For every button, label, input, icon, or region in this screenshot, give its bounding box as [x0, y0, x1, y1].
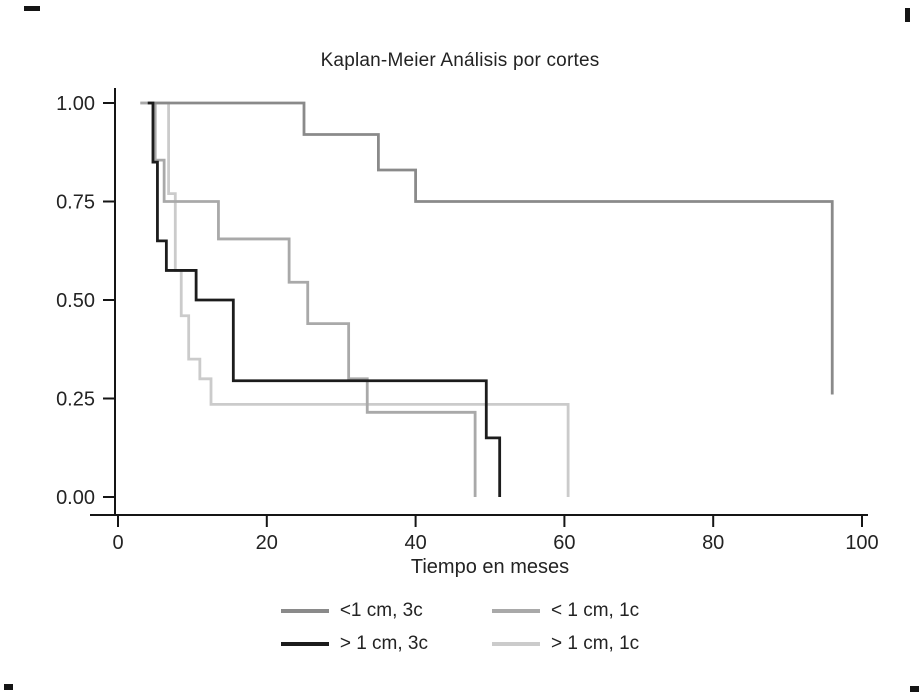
- series-line-1: [147, 101, 834, 395]
- y-tick-label: 0.25: [56, 389, 95, 411]
- series-line-4: [140, 101, 570, 497]
- legend-item-2: < 1 cm, 1c: [492, 600, 639, 622]
- legend-swatch: [492, 609, 540, 613]
- x-tick-label: 20: [256, 532, 278, 554]
- plot-area: 1.00 0.75 0.50 0.25 0.00 0 20 40 60 80 100: [56, 88, 879, 554]
- x-tick-label: 100: [845, 532, 878, 554]
- legend: <1 cm, 3c < 1 cm, 1c > 1 cm, 3c > 1 cm, 1c: [0, 600, 920, 655]
- crop-mark-bottom-left: [4, 684, 13, 690]
- legend-item-4: > 1 cm, 1c: [492, 633, 639, 655]
- chart-title: Kaplan-Meier Análisis por cortes: [320, 50, 600, 71]
- series-line-3: [147, 101, 502, 497]
- x-axis-label: Tiempo en meses: [410, 556, 570, 578]
- axis-tick-labels: 1.00 0.75 0.50 0.25 0.00 0 20 40 60 80 100: [56, 93, 879, 554]
- series-line-2: [140, 101, 477, 497]
- y-tick-label: 1.00: [56, 93, 95, 115]
- legend-grid: <1 cm, 3c < 1 cm, 1c > 1 cm, 3c > 1 cm, 1c: [280, 600, 639, 655]
- legend-item-3: > 1 cm, 3c: [280, 633, 428, 655]
- axes: [90, 88, 868, 516]
- crop-mark-top-right: [905, 8, 910, 22]
- legend-label: < 1 cm, 1c: [551, 600, 640, 621]
- legend-swatch: [280, 609, 329, 613]
- x-tick-label: 40: [404, 532, 426, 554]
- axis-ticks: [103, 102, 863, 527]
- crop-mark-top-left: [24, 6, 40, 11]
- legend-label: > 1 cm, 3c: [339, 633, 428, 654]
- x-tick-label: 60: [553, 532, 575, 554]
- x-tick-label: 0: [112, 532, 123, 554]
- legend-swatch: [492, 642, 540, 646]
- y-tick-label: 0.50: [56, 290, 95, 312]
- legend-swatch: [280, 642, 329, 646]
- legend-label: > 1 cm, 1c: [551, 633, 640, 654]
- x-tick-label: 80: [702, 532, 724, 554]
- legend-item-1: <1 cm, 3c: [280, 600, 428, 622]
- legend-label: <1 cm, 3c: [339, 600, 423, 621]
- y-tick-label: 0.00: [56, 487, 95, 509]
- crop-mark-bottom-right: [910, 686, 919, 692]
- series-lines: [140, 101, 834, 497]
- y-tick-label: 0.75: [56, 192, 95, 214]
